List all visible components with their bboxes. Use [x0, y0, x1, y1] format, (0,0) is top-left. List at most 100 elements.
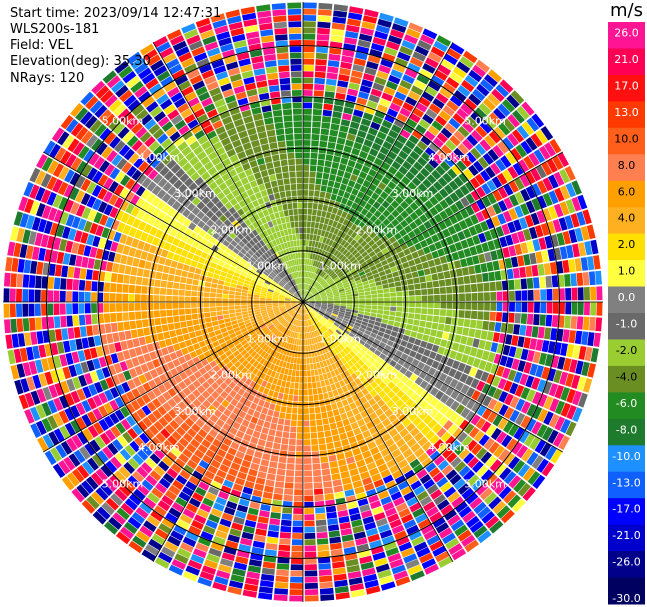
velocity-gate [337, 387, 344, 395]
velocity-gate [154, 505, 167, 517]
velocity-gate [291, 551, 303, 558]
velocity-gate [399, 45, 414, 56]
velocity-gate [387, 277, 395, 284]
velocity-gate [469, 274, 477, 284]
velocity-gate [114, 253, 122, 263]
velocity-gate [502, 302, 509, 312]
velocity-gate [444, 122, 457, 134]
velocity-gate [316, 276, 321, 282]
velocity-gate [224, 377, 232, 386]
velocity-gate [280, 341, 286, 348]
velocity-gate [460, 196, 470, 208]
velocity-gate [365, 174, 374, 183]
velocity-gate [314, 283, 320, 288]
velocity-gate [465, 375, 474, 386]
velocity-gate [369, 316, 376, 321]
velocity-gate [324, 285, 330, 290]
velocity-gate [285, 413, 292, 420]
velocity-gate [373, 361, 381, 369]
velocity-gate [330, 213, 336, 221]
velocity-gate [370, 332, 377, 339]
velocity-gate [343, 281, 350, 287]
velocity-gate [224, 452, 235, 462]
velocity-gate [429, 467, 441, 478]
velocity-gate [298, 345, 301, 352]
velocity-gate [371, 328, 379, 335]
velocity-gate [357, 418, 366, 427]
velocity-gate [174, 442, 185, 453]
velocity-gate [318, 393, 324, 401]
velocity-gate [314, 241, 319, 248]
velocity-gate [583, 287, 590, 301]
velocity-gate [274, 337, 280, 344]
velocity-gate [346, 353, 353, 360]
velocity-gate [423, 501, 436, 512]
velocity-gate [577, 302, 584, 315]
velocity-gate [432, 516, 446, 529]
velocity-gate [531, 455, 544, 470]
velocity-gate [366, 100, 378, 109]
velocity-gate [403, 34, 419, 45]
velocity-gate [328, 53, 341, 61]
velocity-gate [466, 237, 475, 247]
velocity-gate [562, 329, 570, 343]
velocity-gate [9, 303, 16, 318]
velocity-gate [360, 118, 372, 127]
velocity-gate [153, 287, 160, 295]
velocity-gate [147, 294, 154, 302]
velocity-gate [510, 90, 525, 105]
velocity-gate [217, 564, 232, 574]
velocity-gate [358, 229, 365, 237]
velocity-gate [396, 291, 403, 297]
velocity-gate [458, 310, 465, 318]
velocity-gate [505, 357, 514, 369]
velocity-gate [321, 179, 329, 186]
velocity-gate [349, 341, 356, 348]
velocity-gate [454, 461, 467, 473]
velocity-gate [466, 134, 479, 147]
velocity-gate [360, 471, 370, 480]
velocity-gate [157, 500, 171, 512]
velocity-gate [290, 324, 294, 331]
velocity-gate [299, 308, 302, 314]
velocity-gate [286, 407, 292, 414]
velocity-gate [425, 108, 438, 120]
velocity-gate [383, 333, 391, 340]
velocity-gate [311, 266, 315, 273]
velocity-gate [517, 360, 526, 372]
velocity-gate [130, 266, 138, 276]
velocity-gate [166, 302, 172, 310]
velocity-gate [300, 320, 302, 327]
velocity-gate [303, 302, 304, 308]
velocity-gate [364, 268, 371, 274]
velocity-gate [471, 390, 481, 401]
velocity-gate [316, 419, 323, 426]
velocity-gate [336, 137, 346, 145]
velocity-gate [321, 295, 327, 298]
velocity-gate [213, 454, 224, 463]
velocity-gate [175, 328, 183, 336]
velocity-gate [425, 237, 434, 246]
velocity-gate [478, 232, 487, 243]
velocity-gate [454, 524, 468, 537]
velocity-gate [408, 245, 417, 253]
velocity-gate [349, 350, 356, 357]
velocity-gate [346, 430, 355, 438]
velocity-gate [414, 432, 424, 442]
velocity-gate [552, 219, 562, 233]
velocity-gate [426, 506, 439, 518]
velocity-gate [466, 256, 474, 266]
velocity-gate [539, 314, 546, 326]
velocity-gate [223, 506, 236, 516]
velocity-gate [220, 485, 232, 495]
velocity-gate [167, 274, 175, 282]
velocity-gate [492, 145, 504, 158]
velocity-gate [320, 263, 325, 270]
velocity-gate [360, 561, 374, 571]
velocity-gate [420, 314, 427, 321]
velocity-gate [465, 410, 476, 422]
velocity-gate [390, 302, 397, 307]
velocity-gate [451, 496, 464, 508]
velocity-gate [281, 334, 286, 341]
velocity-gate [355, 51, 368, 61]
